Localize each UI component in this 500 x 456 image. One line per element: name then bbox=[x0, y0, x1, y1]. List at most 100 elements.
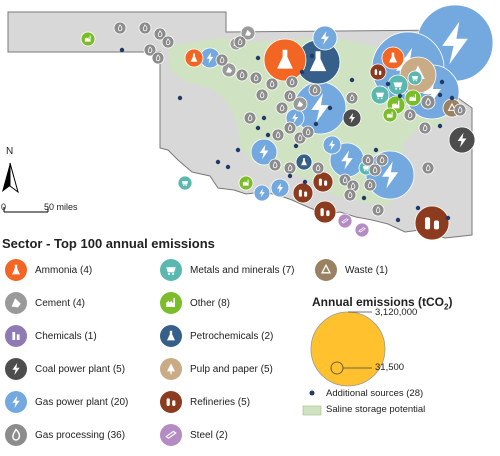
recycle-icon bbox=[315, 259, 337, 281]
facility-marker bbox=[337, 213, 353, 229]
additional-source-dot bbox=[225, 164, 231, 170]
refinery-icon bbox=[160, 391, 182, 413]
legend-item: Pulp and paper (5) bbox=[157, 357, 273, 381]
facility-marker bbox=[255, 88, 269, 102]
facility-marker bbox=[295, 153, 313, 171]
legend-item: Waste (1) bbox=[312, 258, 388, 282]
facility-marker bbox=[368, 163, 382, 177]
facility-marker bbox=[292, 182, 314, 204]
legend-item: Cement (4) bbox=[2, 291, 85, 315]
additional-source-dot bbox=[313, 121, 319, 127]
additional-source-dot bbox=[255, 55, 261, 61]
facility-marker bbox=[151, 51, 165, 65]
additional-source-dot bbox=[397, 93, 403, 99]
facility-marker bbox=[375, 153, 389, 167]
facility-marker bbox=[271, 128, 285, 142]
facility-marker bbox=[161, 35, 175, 49]
legend-item: Petrochemicals (2) bbox=[157, 324, 273, 348]
additional-source-dot bbox=[265, 132, 271, 138]
facility-marker bbox=[381, 46, 405, 70]
legend-item: Other (8) bbox=[157, 291, 230, 315]
facility-marker bbox=[343, 188, 357, 202]
facility-marker bbox=[370, 85, 390, 105]
facility-marker bbox=[371, 203, 385, 217]
facility-marker bbox=[243, 111, 257, 125]
facility-marker bbox=[215, 53, 229, 67]
facility-marker bbox=[221, 62, 237, 78]
facility-marker bbox=[253, 184, 271, 202]
facility-marker bbox=[418, 121, 432, 135]
facility-marker bbox=[301, 125, 315, 139]
legend-item: Gas power plant (20) bbox=[2, 390, 128, 414]
legend-item-label: Gas power plant (20) bbox=[35, 396, 129, 408]
facility-marker bbox=[184, 48, 204, 68]
factory-icon bbox=[160, 292, 182, 314]
emissions-max-label: 3,120,000 bbox=[375, 307, 418, 318]
chemicals-icon bbox=[5, 325, 27, 347]
legend-item: Steel (2) bbox=[157, 423, 228, 447]
facility-marker bbox=[354, 222, 370, 238]
additional-source-dot bbox=[299, 69, 305, 75]
steel-beam-icon bbox=[160, 424, 182, 446]
facility-marker bbox=[113, 21, 127, 35]
emissions-min-label: 31,500 bbox=[375, 362, 405, 373]
legend-item: Chemicals (1) bbox=[2, 324, 97, 348]
facility-marker bbox=[387, 74, 409, 96]
legend-item-label: Pulp and paper (5) bbox=[190, 363, 273, 375]
facility-marker bbox=[382, 107, 398, 123]
additional-source-dot bbox=[437, 92, 443, 98]
facility-marker bbox=[240, 25, 256, 41]
facility-marker bbox=[263, 38, 307, 82]
minecart-icon bbox=[160, 259, 182, 281]
facility-marker bbox=[345, 91, 359, 105]
scale-distance-label: 50 miles bbox=[44, 202, 78, 212]
flame-icon bbox=[5, 424, 27, 446]
legend-item-label: Petrochemicals (2) bbox=[190, 330, 274, 342]
facility-marker bbox=[363, 178, 377, 192]
additional-source-dot bbox=[395, 217, 401, 223]
legend-title: Sector - Top 100 annual emissions bbox=[2, 236, 215, 251]
additional-source-dot bbox=[287, 173, 293, 179]
additional-source-dot bbox=[445, 215, 451, 221]
scale-bar bbox=[3, 207, 49, 213]
saline-label: Saline storage potential bbox=[326, 404, 426, 415]
legend-item-label: Other (8) bbox=[190, 297, 231, 309]
facility-marker bbox=[275, 101, 289, 115]
tree-icon bbox=[160, 358, 182, 380]
flask-drop-icon bbox=[160, 325, 182, 347]
facility-marker bbox=[453, 103, 467, 117]
additional-source-dot bbox=[302, 179, 308, 185]
facility-marker bbox=[404, 89, 422, 107]
facility-marker bbox=[268, 158, 282, 172]
additional-source-dot bbox=[293, 143, 299, 149]
facility-marker bbox=[265, 77, 279, 91]
facility-marker bbox=[283, 121, 297, 135]
legend-item-label: Metals and minerals (7) bbox=[190, 264, 295, 276]
ammonia-flask-icon bbox=[5, 259, 27, 281]
legend-item-label: Coal power plant (5) bbox=[35, 363, 126, 375]
facility-marker bbox=[448, 126, 476, 154]
facility-marker bbox=[369, 63, 387, 81]
north-label: N bbox=[6, 146, 14, 157]
north-arrow-icon bbox=[2, 162, 19, 194]
oklahoma-map bbox=[2, 4, 494, 241]
legend-item: Gas processing (36) bbox=[2, 423, 125, 447]
additional-source-dot bbox=[449, 95, 455, 101]
additional-sources-label: Additional sources (28) bbox=[326, 388, 424, 399]
facility-marker bbox=[322, 135, 342, 155]
legend-item: Coal power plant (5) bbox=[2, 357, 125, 381]
additional-source-dot bbox=[349, 77, 355, 83]
facility-marker bbox=[285, 75, 299, 89]
facility-marker bbox=[250, 138, 278, 166]
facility-marker bbox=[177, 175, 193, 191]
facility-marker bbox=[249, 71, 263, 85]
legend-item: Metals and minerals (7) bbox=[157, 258, 294, 282]
facility-marker bbox=[414, 205, 450, 241]
facility-marker bbox=[312, 25, 338, 51]
facility-marker bbox=[143, 43, 157, 57]
facility-marker bbox=[235, 68, 249, 82]
facility-marker bbox=[420, 94, 436, 110]
legend-item-label: Chemicals (1) bbox=[35, 330, 97, 342]
facility-marker bbox=[361, 153, 375, 167]
legend-item-label: Ammonia (4) bbox=[35, 264, 93, 276]
